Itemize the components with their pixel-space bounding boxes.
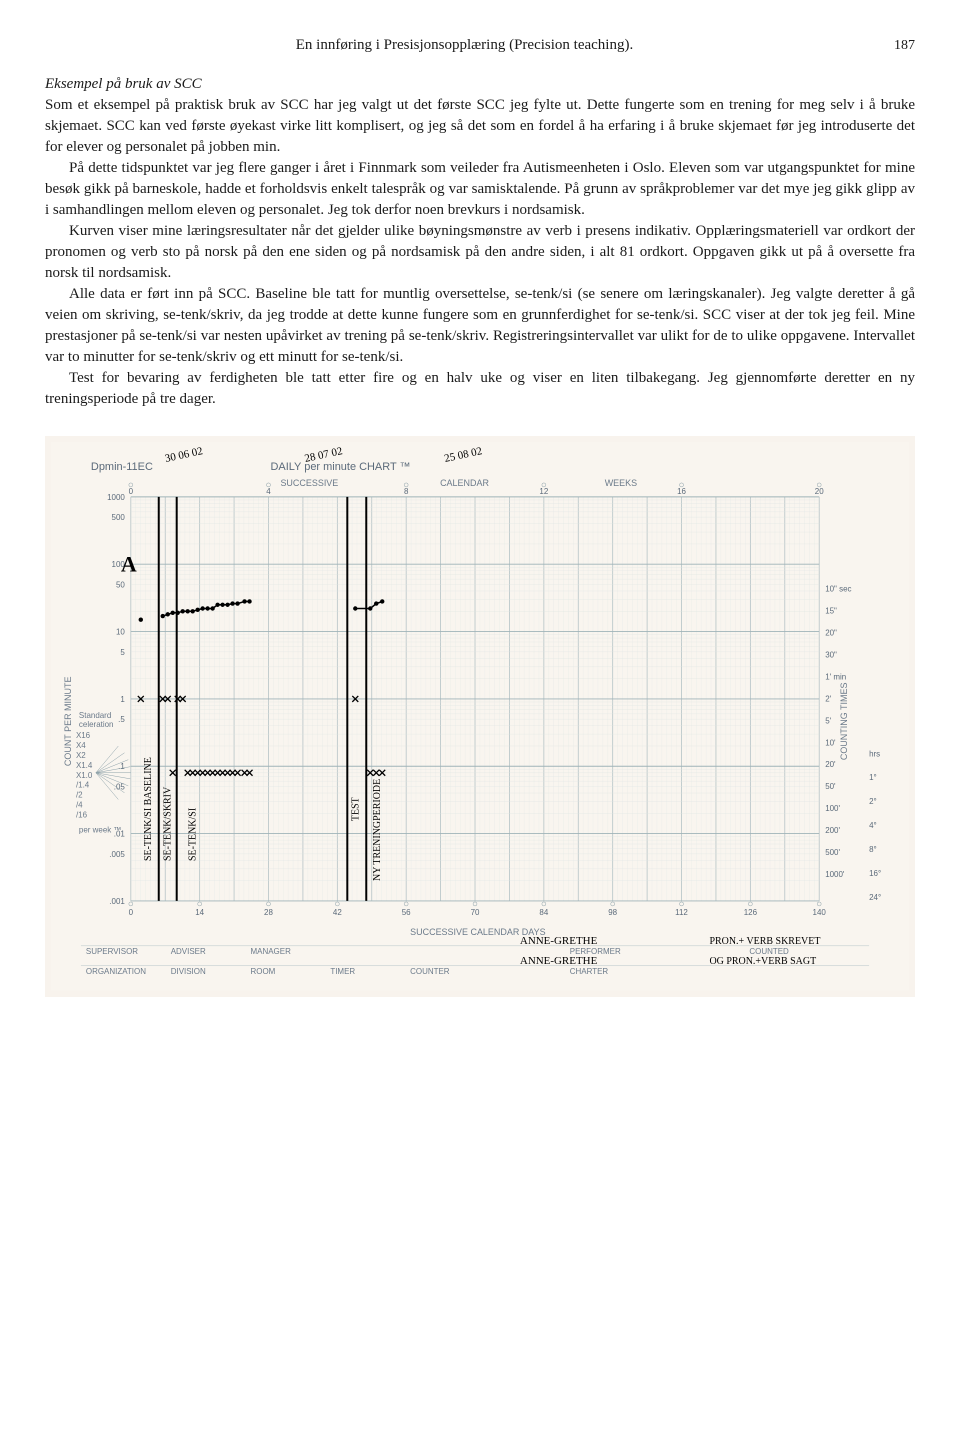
svg-text:10: 10 [116,628,125,637]
svg-text:.005: .005 [109,850,125,859]
svg-text:500: 500 [112,513,126,522]
svg-text:1000: 1000 [107,493,125,502]
phase-nytrening: NY TRENINGPERIODE [372,779,383,881]
header-title: En innføring i Presisjonsopplæring (Prec… [45,35,884,56]
page-header: En innføring i Presisjonsopplæring (Prec… [45,35,915,56]
svg-text:10': 10' [825,738,836,747]
svg-text:1: 1 [120,695,125,704]
aim-A: A [121,552,137,577]
svg-text:24°: 24° [869,893,881,902]
svg-text:100': 100' [825,804,840,813]
svg-text:8: 8 [404,487,409,496]
counted-1: PRON.+ VERB SKREVET [709,936,820,947]
svg-text:1' min: 1' min [825,672,846,681]
svg-text:2°: 2° [869,797,877,806]
right-ylabel: COUNTING TIMES [839,683,849,761]
svg-text:50: 50 [116,580,125,589]
top-successive: SUCCESSIVE [280,478,338,488]
phase-skriv: SE-TENK/SKRIV [163,786,174,861]
paragraph-4: Alle data er ført inn på SCC. Baseline b… [45,284,915,368]
counted-2: OG PRON.+VERB SAGT [709,956,816,967]
svg-text:0: 0 [129,487,134,496]
svg-text:56: 56 [402,908,411,917]
meta-charter: CHARTER [570,967,609,976]
meta-counted: COUNTED [749,947,789,956]
svg-text:200': 200' [825,826,840,835]
paragraph-3: Kurven viser mine læringsresultater når … [45,221,915,284]
phase-baseline: SE-TENK/SI BASELINE [143,757,154,861]
svg-text:.5: .5 [118,715,125,724]
svg-text:X1.4: X1.4 [76,761,93,770]
svg-text:98: 98 [608,908,617,917]
svg-text:5': 5' [825,716,831,725]
svg-text:1000': 1000' [825,870,845,879]
svg-text:/2: /2 [76,791,83,800]
svg-text:10" sec: 10" sec [825,585,851,594]
svg-text:112: 112 [675,908,688,917]
svg-text:4°: 4° [869,821,877,830]
svg-text:500': 500' [825,848,840,857]
svg-text:70: 70 [471,908,480,917]
svg-text:20": 20" [825,629,837,638]
svg-text:16°: 16° [869,869,881,878]
chart-code: Dpmin-11EC [91,461,153,473]
svg-text:2': 2' [825,694,831,703]
svg-text:per week ™: per week ™ [79,826,122,835]
svg-text:126: 126 [744,908,758,917]
page-number: 187 [894,36,915,56]
svg-text:4: 4 [266,487,271,496]
meta-room: ROOM [251,967,276,976]
svg-text:84: 84 [539,908,548,917]
chart-title: DAILY per minute CHART ™ [270,461,410,473]
meta-organization: ORGANIZATION [86,967,146,976]
svg-text:8°: 8° [869,845,877,854]
charter-name: ANNE-GRETHE [520,955,598,967]
svg-text:1°: 1° [869,773,877,782]
paragraph-5: Test for bevaring av ferdigheten ble tat… [45,368,915,410]
svg-text:42: 42 [333,908,342,917]
svg-text:140: 140 [813,908,827,917]
section-title: Eksempel på bruk av SCC [45,74,915,95]
paragraph-1: Som et eksempel på praktisk bruk av SCC … [45,95,915,158]
svg-text:12: 12 [539,487,548,496]
svg-text:20: 20 [815,487,824,496]
svg-text:5: 5 [120,648,125,657]
svg-text:16: 16 [677,487,686,496]
svg-text:X16: X16 [76,731,91,740]
meta-adviser: ADVISER [171,947,206,956]
top-weeks-lbl: WEEKS [605,478,637,488]
svg-text:20': 20' [825,760,836,769]
meta-division: DIVISION [171,967,206,976]
meta-manager: MANAGER [251,947,292,956]
svg-text:/1.4: /1.4 [76,781,90,790]
svg-text:14: 14 [195,908,204,917]
svg-text:hrs: hrs [869,749,880,758]
svg-text:/16: /16 [76,811,88,820]
svg-text:50': 50' [825,782,836,791]
svg-text:/4: /4 [76,801,83,810]
ylabel: COUNT PER MINUTE [63,677,73,767]
phase-si: SE-TENK/SI [188,808,199,861]
svg-text:X2: X2 [76,751,86,760]
meta-counter: COUNTER [410,967,450,976]
paragraph-2: På dette tidspunktet var jeg flere gange… [45,158,915,221]
svg-text:celeration: celeration [79,720,114,729]
svg-text:28: 28 [264,908,273,917]
svg-text:.001: .001 [109,897,125,906]
meta-supervisor: SUPERVISOR [86,947,138,956]
scc-chart: Dpmin-11EC DAILY per minute CHART ™ 30 0… [51,442,909,991]
meta-timer: TIMER [330,967,355,976]
svg-text:X1.0: X1.0 [76,771,93,780]
svg-text:Standard: Standard [79,711,111,720]
scc-chart-container: Dpmin-11EC DAILY per minute CHART ™ 30 0… [45,436,915,997]
top-calendar: CALENDAR [440,478,489,488]
performer-name: ANNE-GRETHE [520,935,598,947]
svg-text:X4: X4 [76,741,86,750]
svg-text:0: 0 [129,908,134,917]
svg-text:30": 30" [825,650,837,659]
svg-text:15": 15" [825,607,837,616]
phase-test: TEST [350,797,361,821]
